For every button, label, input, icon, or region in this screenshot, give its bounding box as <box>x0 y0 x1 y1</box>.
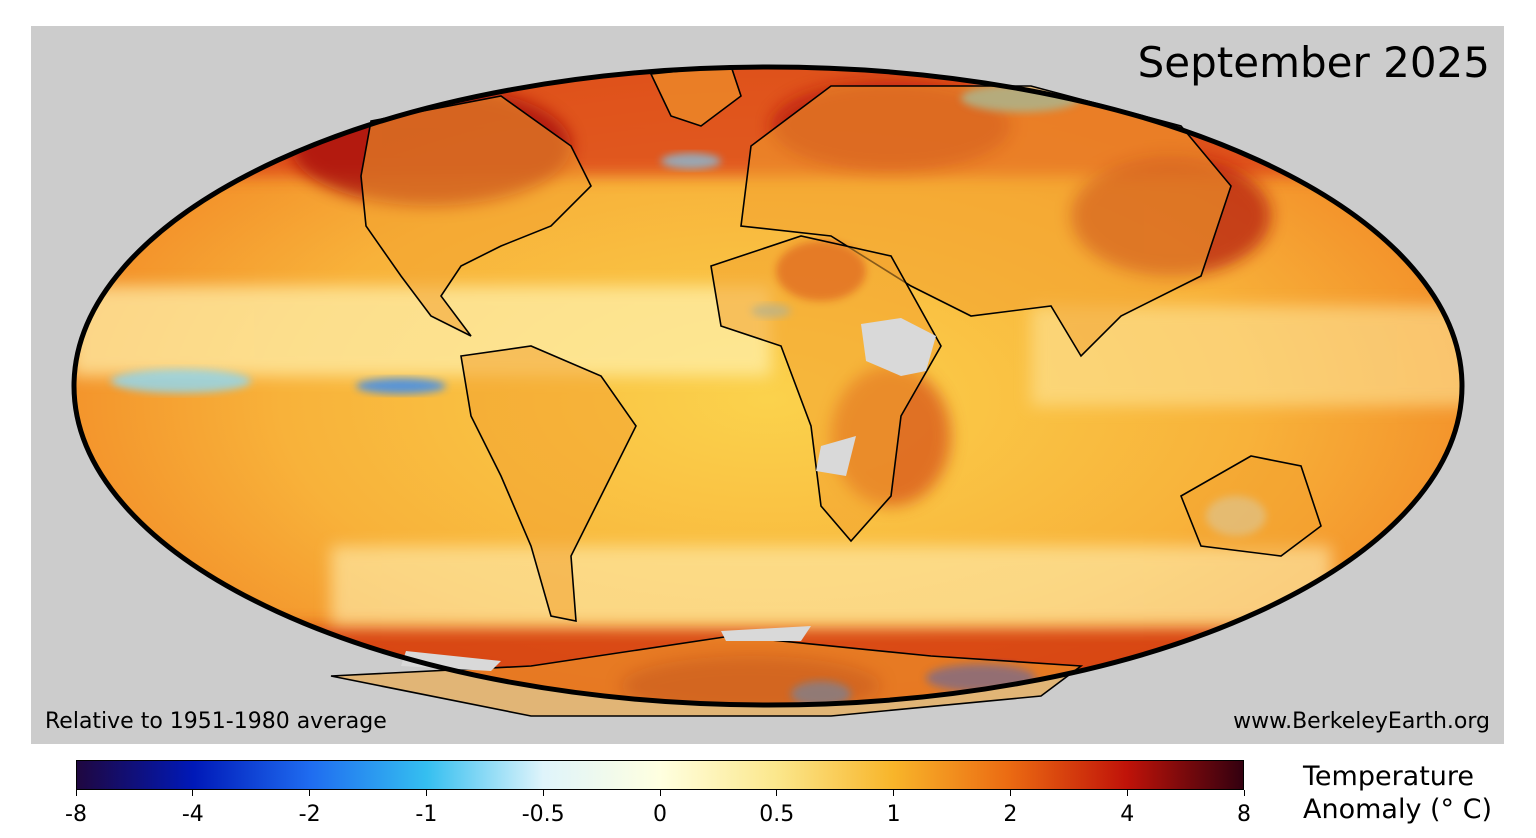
colorbar-tick-label: 8 <box>1237 802 1251 827</box>
temperature-anomaly-map <box>71 64 1465 717</box>
colorbar-tick-label: 1 <box>886 802 901 827</box>
legend-title-line2: Anomaly (° C) <box>1303 794 1493 825</box>
map-panel: September 2025 Relative to 1951-1980 ave… <box>31 26 1504 744</box>
colorbar-tick-label: 0.5 <box>759 802 795 827</box>
colorbar-tick <box>1126 790 1128 796</box>
africa <box>710 235 942 543</box>
south-america <box>460 345 637 622</box>
australia <box>1179 455 1322 557</box>
antarctica <box>330 635 1084 717</box>
colorbar-tick-label: -0.5 <box>521 802 565 827</box>
colorbar-tick <box>542 790 544 796</box>
colorbar-tick <box>659 790 661 796</box>
colorbar-tick-label: 2 <box>1003 802 1018 827</box>
north-america <box>360 95 592 337</box>
colorbar-tick <box>1243 790 1245 796</box>
colorbar-tick-label: -4 <box>181 802 204 827</box>
colorbar-tick-label: -1 <box>415 802 438 827</box>
coastlines <box>330 65 1322 717</box>
colorbar-tick-label: -8 <box>65 802 87 827</box>
no-data-regions <box>401 318 936 671</box>
colorbar-tick <box>776 790 778 796</box>
colorbar-tick <box>893 790 895 796</box>
globe-outline <box>71 64 1465 708</box>
legend-title: Temperature Anomaly (° C) <box>1303 760 1492 826</box>
colorbar-tick-label: 4 <box>1120 802 1135 827</box>
colorbar-tick <box>425 790 427 796</box>
legend-title-line1: Temperature <box>1303 761 1475 792</box>
colorbar <box>76 760 1244 790</box>
colorbar-tick <box>1009 790 1011 796</box>
colorbar-tick <box>192 790 194 796</box>
source-url[interactable]: www.BerkeleyEarth.org <box>1233 709 1490 734</box>
europe-asia <box>740 85 1232 358</box>
baseline-note: Relative to 1951-1980 average <box>45 709 387 734</box>
map-title: September 2025 <box>1137 38 1490 87</box>
colorbar-tick-label: -2 <box>298 802 321 827</box>
colorbar-tick <box>75 790 77 796</box>
colorbar-tick-label: 0 <box>653 802 667 827</box>
colorbar-tick <box>309 790 311 796</box>
